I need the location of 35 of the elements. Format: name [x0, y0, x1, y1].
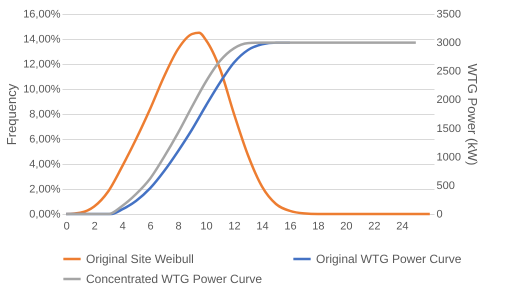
x-tick-label: 20 [340, 220, 353, 232]
y-tick-label: 2,00% [29, 184, 61, 196]
y2-tick-label: 3500 [436, 8, 461, 20]
y2-tick-label: 500 [436, 180, 455, 192]
x-tick-label: 4 [120, 220, 126, 232]
x-tick-label: 2 [92, 220, 98, 232]
x-tick-label: 10 [200, 220, 213, 232]
y-tick-label: 16,00% [23, 8, 61, 20]
y-tick-label: 4,00% [29, 158, 61, 170]
y2-tick-label: 3000 [436, 37, 461, 50]
y-tick-label: 6,00% [29, 134, 61, 146]
x-tick-label: 8 [176, 220, 182, 232]
x-tick-label: 0 [64, 220, 70, 232]
y2-tick-label: 1500 [436, 122, 461, 135]
x-tick-label: 22 [368, 220, 380, 232]
y2-tick-label: 2500 [436, 66, 461, 78]
x-tick-label: 14 [256, 220, 269, 232]
y2-tick-label: 2000 [436, 94, 461, 106]
legend-label: Concentrated WTG Power Curve [86, 272, 262, 285]
x-tick-label: 12 [228, 220, 241, 232]
y2-tick-label: 0 [436, 208, 443, 220]
y-tick-label: 12,00% [23, 58, 61, 70]
y-tick-label: 10,00% [23, 84, 61, 96]
y2-axis-title: WTG Power (kW) [464, 64, 480, 166]
y-axis-title: Frequency [4, 83, 20, 146]
x-tick-label: 24 [396, 220, 408, 232]
x-tick-label: 18 [312, 220, 325, 232]
y-tick-label: 8,00% [29, 108, 61, 120]
legend-label: Original WTG Power Curve [316, 252, 462, 266]
y-tick-label: 14,00% [23, 34, 61, 46]
y2-tick-label: 1000 [436, 151, 461, 164]
y-tick-label: 0,00% [29, 208, 61, 220]
x-tick-label: 6 [148, 220, 154, 232]
legend-label: Original Site Weibull [86, 252, 194, 266]
x-tick-label: 16 [284, 220, 297, 232]
